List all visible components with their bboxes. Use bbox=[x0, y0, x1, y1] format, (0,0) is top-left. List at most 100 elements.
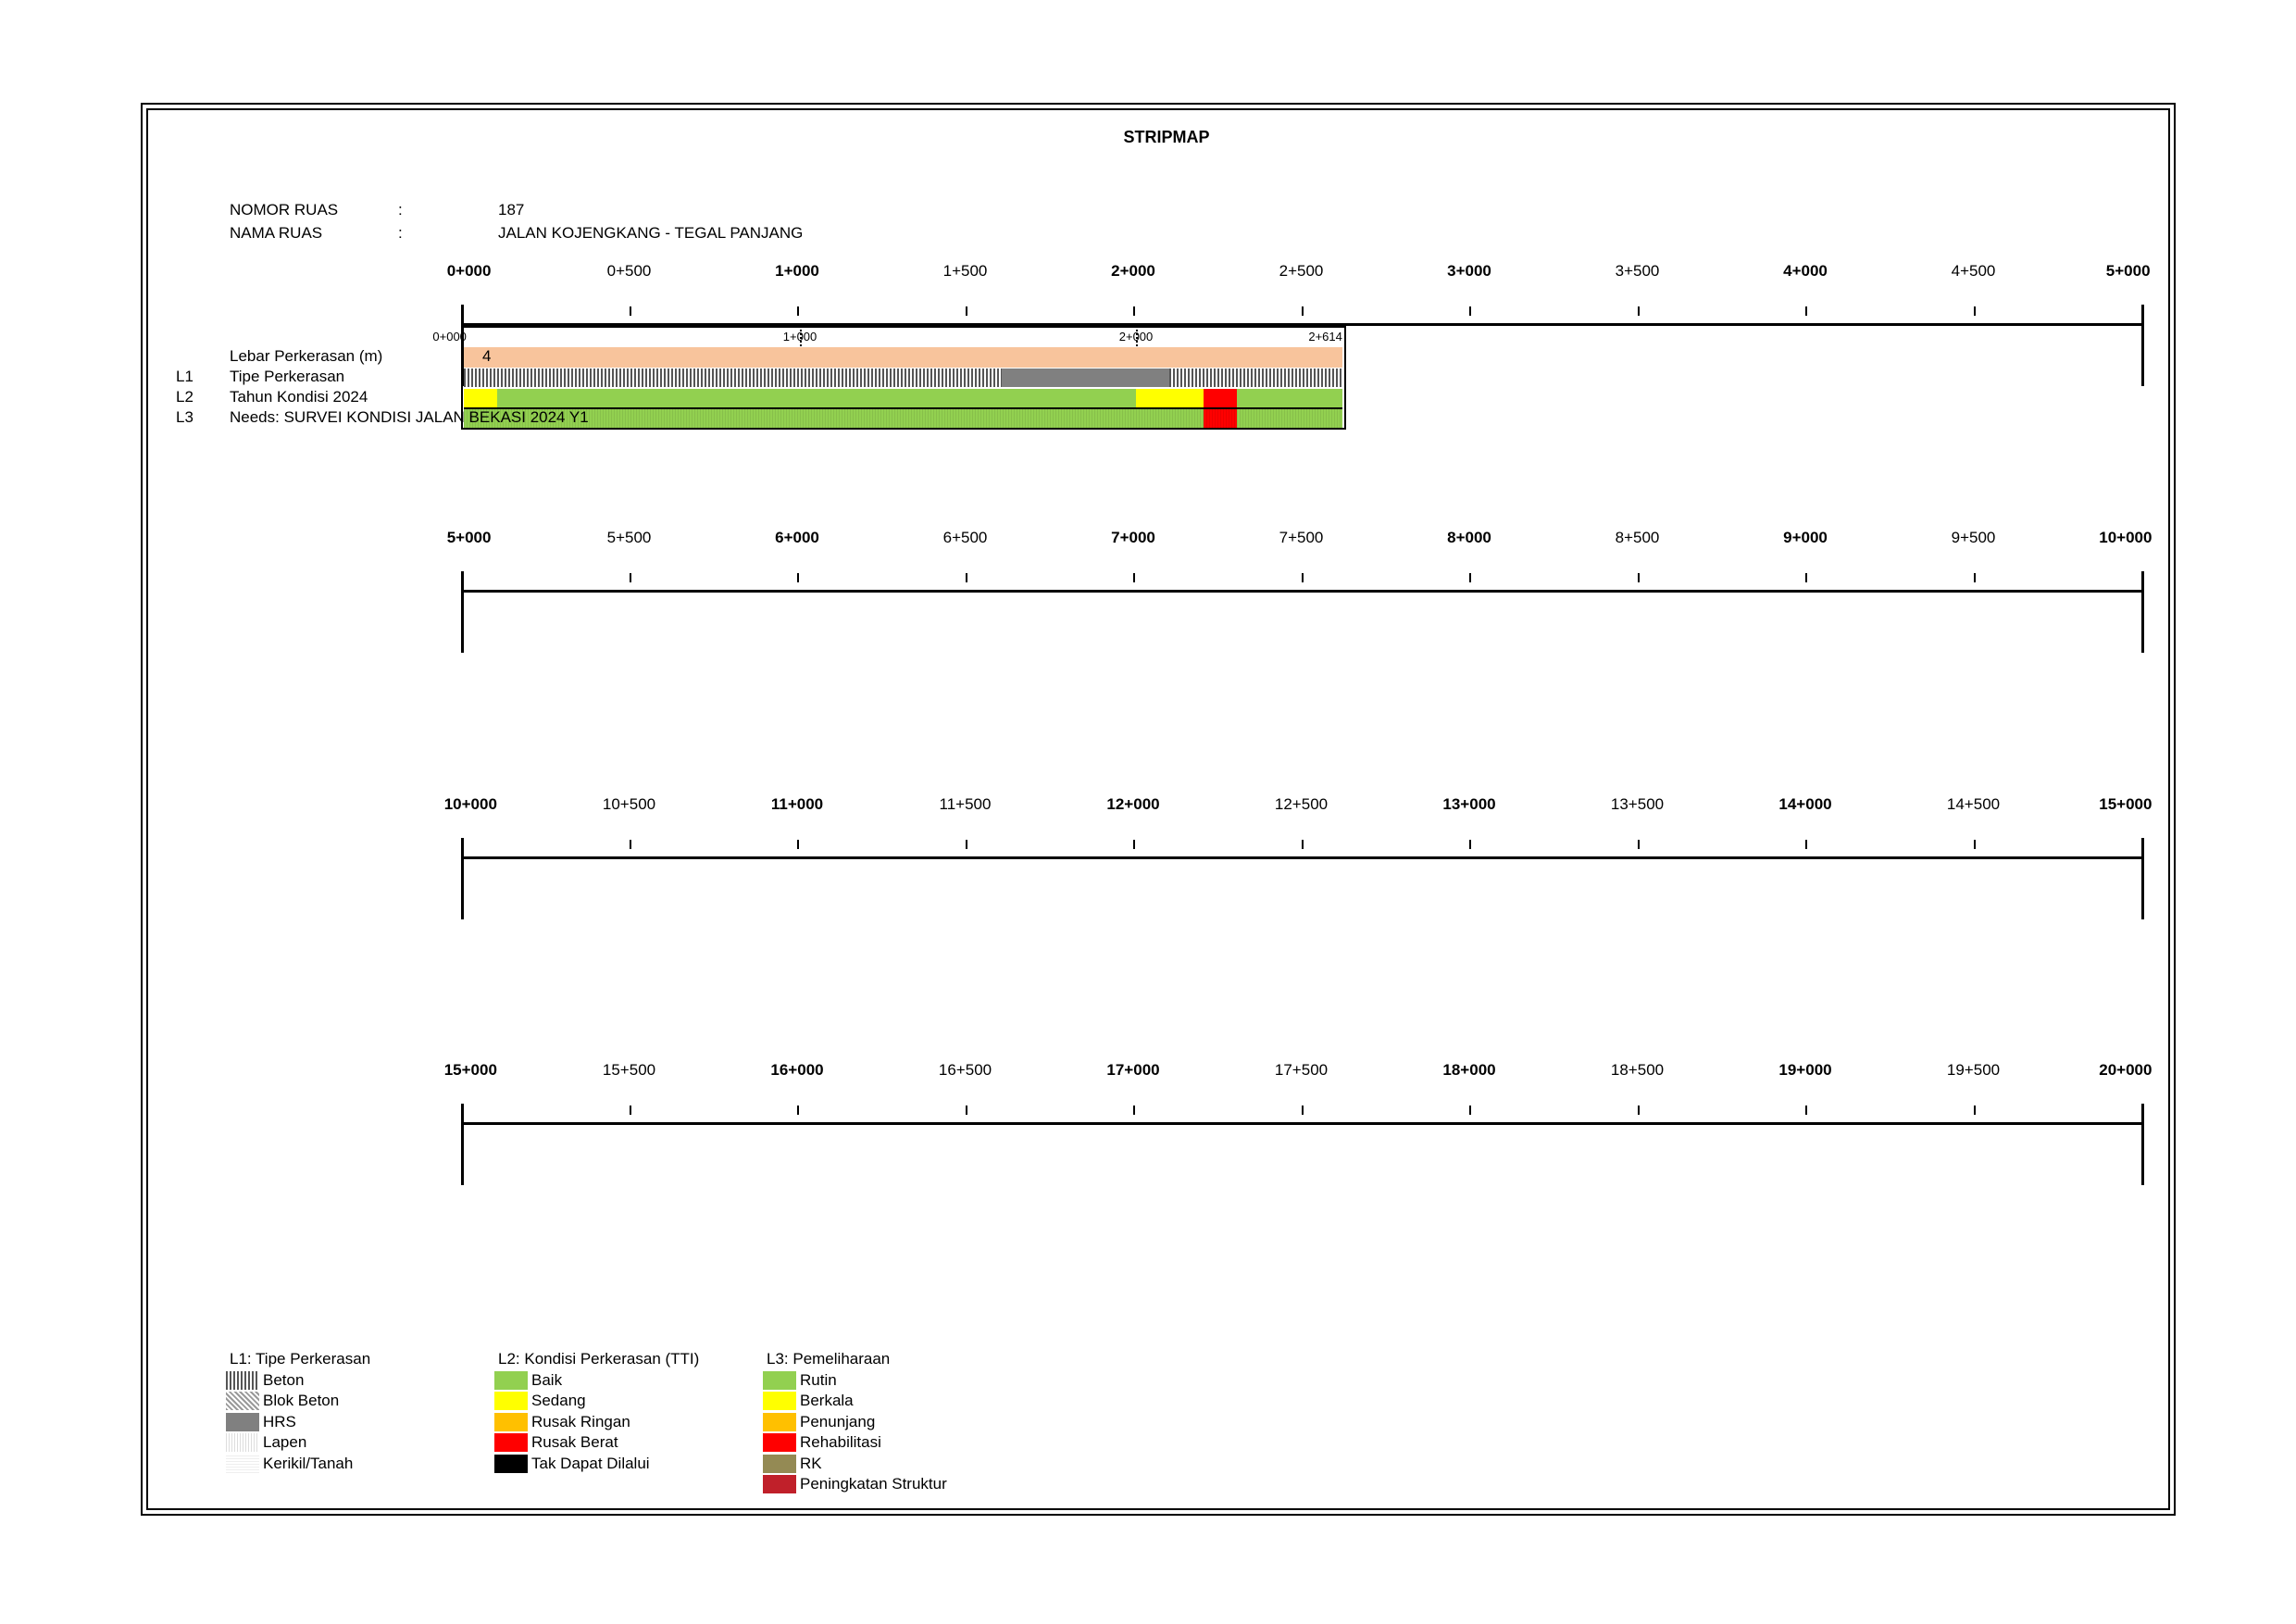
km-tick bbox=[797, 840, 799, 849]
km-tick bbox=[1637, 1106, 1640, 1115]
km-label: 12+500 bbox=[1274, 795, 1329, 813]
km-tick bbox=[1133, 573, 1135, 582]
legend-swatch bbox=[494, 1371, 528, 1390]
legend-label: Sedang bbox=[531, 1392, 586, 1410]
km-axis-line bbox=[461, 856, 2144, 859]
km-tick bbox=[965, 573, 967, 582]
km-axis-end bbox=[2141, 571, 2144, 653]
legend-swatch bbox=[226, 1412, 259, 1431]
km-tick bbox=[629, 1106, 631, 1115]
km-label: 7+500 bbox=[1279, 529, 1324, 546]
strip-km-divider bbox=[1136, 326, 1138, 346]
l1-segment-beton bbox=[1169, 369, 1342, 387]
km-tick bbox=[1133, 306, 1135, 316]
km-label: 9+500 bbox=[1951, 529, 1996, 546]
km-tick bbox=[1469, 573, 1471, 582]
lebar-bar bbox=[464, 347, 1342, 368]
l2-code: L2 bbox=[176, 388, 193, 406]
km-label: 18+500 bbox=[1610, 1061, 1665, 1079]
km-tick bbox=[965, 1106, 967, 1115]
km-axis-start bbox=[461, 1104, 464, 1185]
km-label: 18+000 bbox=[1442, 1061, 1496, 1079]
km-axis-start bbox=[461, 838, 464, 919]
tipe-perkerasan-label: Tipe Perkerasan bbox=[230, 368, 345, 385]
km-tick bbox=[1133, 1106, 1135, 1115]
strip-km-divider bbox=[800, 326, 802, 346]
km-tick bbox=[1805, 1106, 1807, 1115]
km-label: 16+000 bbox=[770, 1061, 824, 1079]
km-label: 11+000 bbox=[770, 795, 824, 813]
km-label: 2+000 bbox=[1111, 262, 1155, 280]
km-tick bbox=[1637, 573, 1640, 582]
km-axis-end bbox=[2141, 305, 2144, 386]
km-tick bbox=[1469, 1106, 1471, 1115]
legend-swatch bbox=[494, 1454, 528, 1473]
strip-km-label: 2+614 bbox=[1308, 330, 1342, 344]
legend-label: Tak Dapat Dilalui bbox=[531, 1454, 650, 1472]
km-label: 0+500 bbox=[606, 262, 652, 280]
km-label: 8+000 bbox=[1447, 529, 1491, 546]
km-label: 11+500 bbox=[939, 795, 992, 813]
km-label: 4+500 bbox=[1951, 262, 1996, 280]
legend-swatch bbox=[763, 1475, 796, 1493]
km-label: 10+000 bbox=[443, 795, 497, 813]
legend-swatch bbox=[763, 1371, 796, 1390]
km-label: 12+000 bbox=[1106, 795, 1160, 813]
km-label: 3+000 bbox=[1447, 262, 1491, 280]
legend-label: HRS bbox=[263, 1412, 296, 1430]
legend-swatch bbox=[763, 1454, 796, 1473]
km-label: 6+500 bbox=[942, 529, 988, 546]
legend-label: Peningkatan Struktur bbox=[800, 1475, 947, 1493]
legend-swatch bbox=[226, 1454, 259, 1473]
legend-label: Lapen bbox=[263, 1433, 307, 1452]
l2-segment bbox=[1203, 389, 1237, 407]
km-tick bbox=[1469, 306, 1471, 316]
legend-swatch bbox=[763, 1433, 796, 1453]
km-tick bbox=[629, 573, 631, 582]
km-axis-line bbox=[461, 323, 2144, 326]
km-tick bbox=[965, 840, 967, 849]
page-title: STRIPMAP bbox=[1123, 128, 1210, 146]
nama-ruas-value: JALAN KOJENGKANG - TEGAL PANJANG bbox=[498, 224, 804, 242]
strip-top-line bbox=[461, 326, 1346, 328]
legend-label: Rusak Berat bbox=[531, 1433, 618, 1452]
strip-outline bbox=[461, 326, 1346, 430]
km-tick bbox=[1469, 840, 1471, 849]
l3-code: L3 bbox=[176, 408, 193, 426]
page-frame-inner bbox=[146, 108, 2170, 1510]
km-axis-line bbox=[461, 1122, 2144, 1125]
km-label: 14+500 bbox=[1946, 795, 2001, 813]
km-label: 14+000 bbox=[1778, 795, 1832, 813]
lebar-value: 4 bbox=[482, 347, 492, 365]
nomor-ruas-value: 187 bbox=[498, 201, 525, 219]
legend-label: Rutin bbox=[800, 1371, 837, 1389]
l1-segment-beton bbox=[464, 369, 1002, 387]
km-label: 2+500 bbox=[1279, 262, 1324, 280]
km-tick bbox=[1637, 840, 1640, 849]
km-label: 0+000 bbox=[446, 262, 492, 280]
l3-segment bbox=[1203, 409, 1237, 428]
km-label: 4+000 bbox=[1783, 262, 1828, 280]
legend-l2-title: L2: Kondisi Perkerasan (TTI) bbox=[498, 1350, 700, 1368]
legend-swatch bbox=[494, 1392, 528, 1411]
legend-swatch bbox=[226, 1433, 259, 1453]
km-label: 20+000 bbox=[2099, 1061, 2152, 1079]
legend-label: Penunjang bbox=[800, 1412, 876, 1430]
needs-label: Needs: SURVEI KONDISI JALAN BEKASI 2024 … bbox=[230, 408, 589, 426]
km-label: 17+000 bbox=[1106, 1061, 1160, 1079]
km-label: 19+000 bbox=[1778, 1061, 1832, 1079]
l1-segment-hrs bbox=[1001, 369, 1170, 387]
lebar-perkerasan-label: Lebar Perkerasan (m) bbox=[230, 347, 383, 365]
km-tick bbox=[1973, 306, 1976, 316]
km-tick bbox=[1805, 306, 1807, 316]
km-tick bbox=[1637, 306, 1640, 316]
km-axis-line bbox=[461, 590, 2144, 593]
legend-label: RK bbox=[800, 1454, 822, 1472]
km-tick bbox=[797, 306, 799, 316]
km-label: 7+000 bbox=[1111, 529, 1155, 546]
l2-segment bbox=[1136, 389, 1204, 407]
legend-label: Rehabilitasi bbox=[800, 1433, 881, 1452]
nama-ruas-label: NAMA RUAS bbox=[230, 224, 323, 242]
km-label: 10+500 bbox=[602, 795, 656, 813]
km-tick bbox=[1301, 1106, 1304, 1115]
